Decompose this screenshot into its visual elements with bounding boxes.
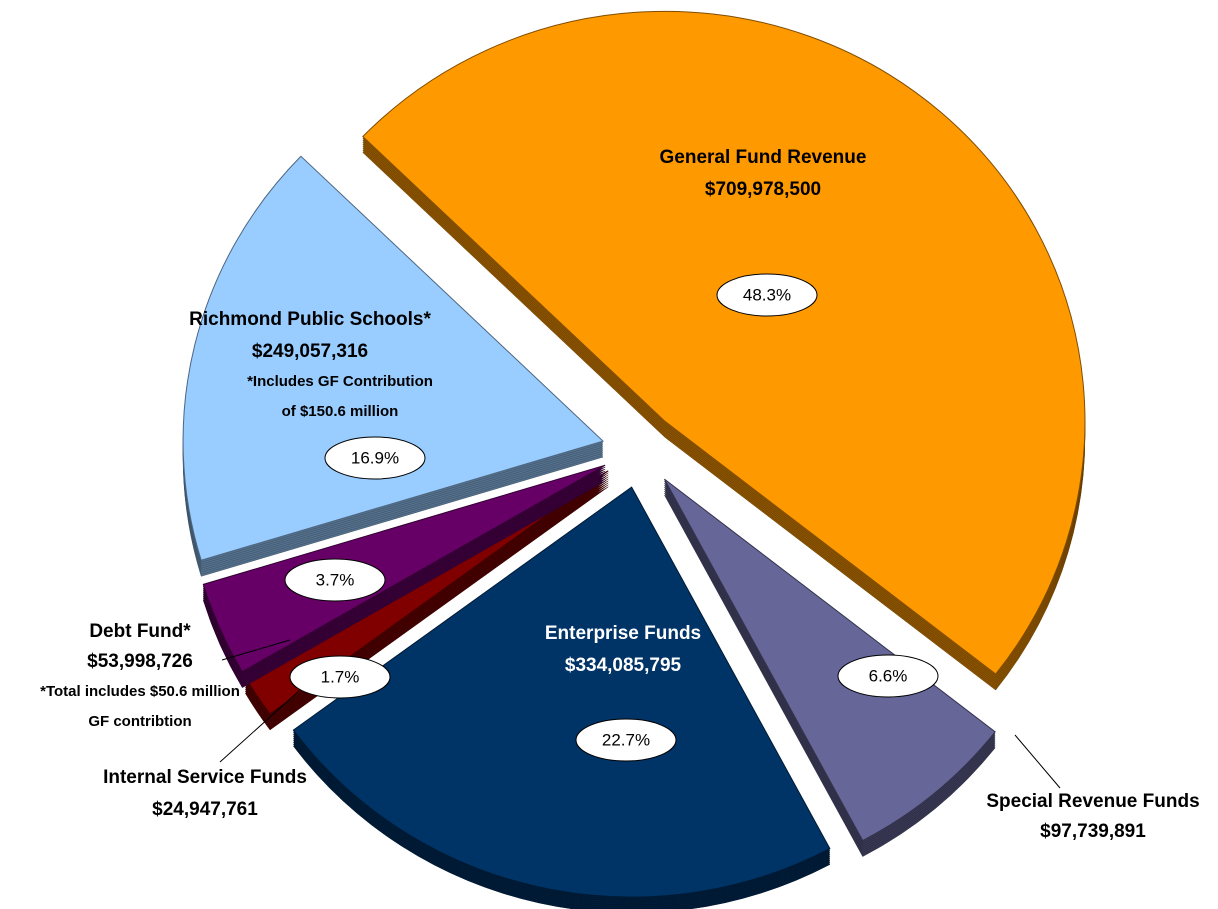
pie-slice <box>202 464 606 673</box>
percent-bubble <box>716 273 818 317</box>
percent-label: 3.7% <box>316 570 355 589</box>
pie-slice <box>362 10 1086 675</box>
slice-amount: $249,057,316 <box>252 341 368 362</box>
percent-label: 22.7% <box>602 730 650 749</box>
leader-line <box>221 639 291 661</box>
slice-name: Enterprise Funds <box>545 623 701 644</box>
slice-amount: $334,085,795 <box>565 655 682 676</box>
slice-amount: $24,947,761 <box>152 799 258 820</box>
slice-name: General Fund Revenue <box>660 147 867 168</box>
percent-bubble <box>575 718 677 762</box>
percent-bubble <box>324 436 426 480</box>
annotation: GF contribtion <box>88 713 191 730</box>
percent-label: 6.6% <box>869 666 908 685</box>
pie-slice <box>182 155 605 561</box>
slice-amount: $97,739,891 <box>1040 821 1146 842</box>
annotation: *Includes GF Contribution <box>247 373 433 390</box>
annotation: of $150.6 million <box>282 403 399 420</box>
slice-amount: $709,978,500 <box>705 179 821 200</box>
slice-name: Special Revenue Funds <box>986 791 1199 812</box>
slice-name: Debt Fund* <box>89 621 191 642</box>
percent-label: 16.9% <box>351 448 399 467</box>
percent-label: 1.7% <box>321 667 360 686</box>
annotation: *Total includes $50.6 million <box>40 683 240 700</box>
slice-name: Internal Service Funds <box>103 767 307 788</box>
pie-slice <box>664 478 996 842</box>
percent-label: 48.3% <box>743 285 791 304</box>
slice-name: Richmond Public Schools* <box>189 309 431 330</box>
slice-amount: $53,998,726 <box>87 651 193 672</box>
percent-bubble <box>837 654 939 698</box>
leader-line <box>1014 734 1061 789</box>
percent-bubble <box>284 558 386 602</box>
leader-line <box>219 689 301 763</box>
percent-bubble <box>289 655 391 699</box>
pie-slice <box>292 486 831 898</box>
